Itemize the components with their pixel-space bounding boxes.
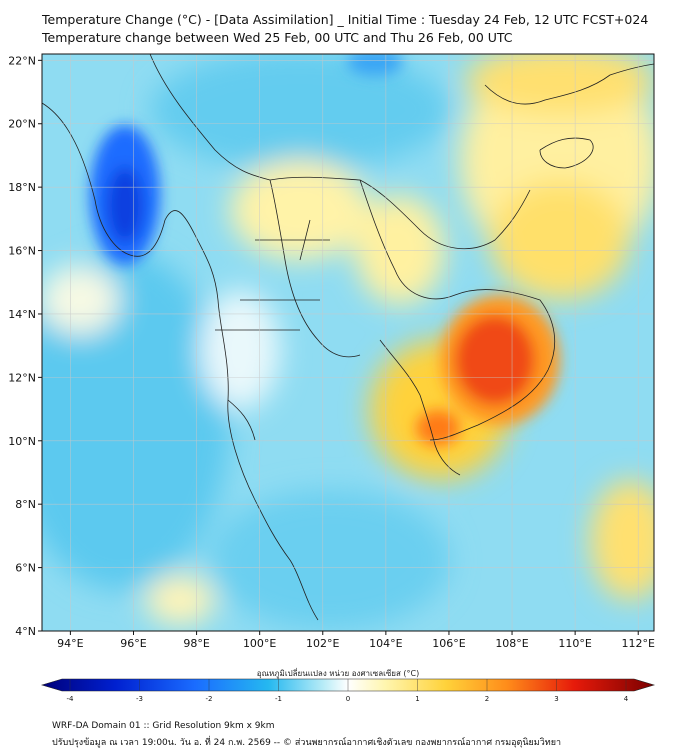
- colorbar-tick-label: 0: [346, 695, 350, 703]
- lon-label: 112°E: [622, 637, 655, 650]
- lon-label: 104°E: [369, 637, 402, 650]
- colorbar-title: อุณหภูมิเปลี่ยนแปลง หน่วย องศาเซลเซียส (…: [256, 669, 420, 678]
- lon-label: 110°E: [558, 637, 591, 650]
- lat-label: 22°N: [8, 54, 36, 67]
- longitude-axis: 94°E 96°E 98°E 100°E 102°E 104°E 106°E 108°E 110…: [57, 631, 655, 650]
- colorbar-tick-label: 2: [485, 695, 489, 703]
- colorbar-tick-label: 4: [624, 695, 629, 703]
- lon-label: 96°E: [120, 637, 146, 650]
- lat-label: 14°N: [8, 308, 36, 321]
- map-title-line-2: Temperature change between Wed 25 Feb, 0…: [42, 30, 513, 45]
- colorbar-tick-label: -2: [206, 695, 213, 703]
- lon-label: 94°E: [57, 637, 83, 650]
- lat-label: 6°N: [15, 562, 36, 575]
- lat-label: 10°N: [8, 435, 36, 448]
- colorbar-tick-label: -1: [275, 695, 282, 703]
- latitude-axis: 22°N 20°N 18°N 16°N 14°N 12°N 10°N 8°N 6°N 4°N: [8, 54, 42, 638]
- map-title-line-1: Temperature Change (°C) - [Data Assimila…: [42, 12, 649, 27]
- colorbar-ticks: -4 -3 -2 -1 0 1 2 3 4: [67, 679, 629, 703]
- temperature-field: [42, 54, 654, 631]
- colorbar-tick-label: -3: [136, 695, 143, 703]
- lon-label: 108°E: [495, 637, 528, 650]
- country-boundaries: [42, 54, 654, 621]
- lat-label: 16°N: [8, 245, 36, 258]
- lat-label: 4°N: [15, 625, 36, 638]
- lon-label: 102°E: [306, 637, 339, 650]
- lat-label: 20°N: [8, 118, 36, 131]
- colorbar-tick-label: -4: [67, 695, 75, 703]
- lon-label: 106°E: [432, 637, 465, 650]
- colorbar-tick-label: 3: [554, 695, 558, 703]
- lon-label: 100°E: [243, 637, 276, 650]
- lat-label: 18°N: [8, 181, 36, 194]
- lon-label: 98°E: [183, 637, 209, 650]
- footer-update-info: ปรับปรุงข้อมูล ณ เวลา 19:00น. วัน อ. ที่…: [52, 738, 562, 748]
- lat-label: 8°N: [15, 498, 36, 511]
- footer-model-info: WRF-DA Domain 01 :: Grid Resolution 9km …: [52, 721, 275, 731]
- map-frame: [41, 53, 655, 632]
- graticule: [42, 54, 654, 632]
- colorbar: -4 -3 -2 -1 0 1 2 3 4: [40, 678, 656, 703]
- colorbar-tick-label: 1: [415, 695, 419, 703]
- lat-label: 12°N: [8, 371, 36, 384]
